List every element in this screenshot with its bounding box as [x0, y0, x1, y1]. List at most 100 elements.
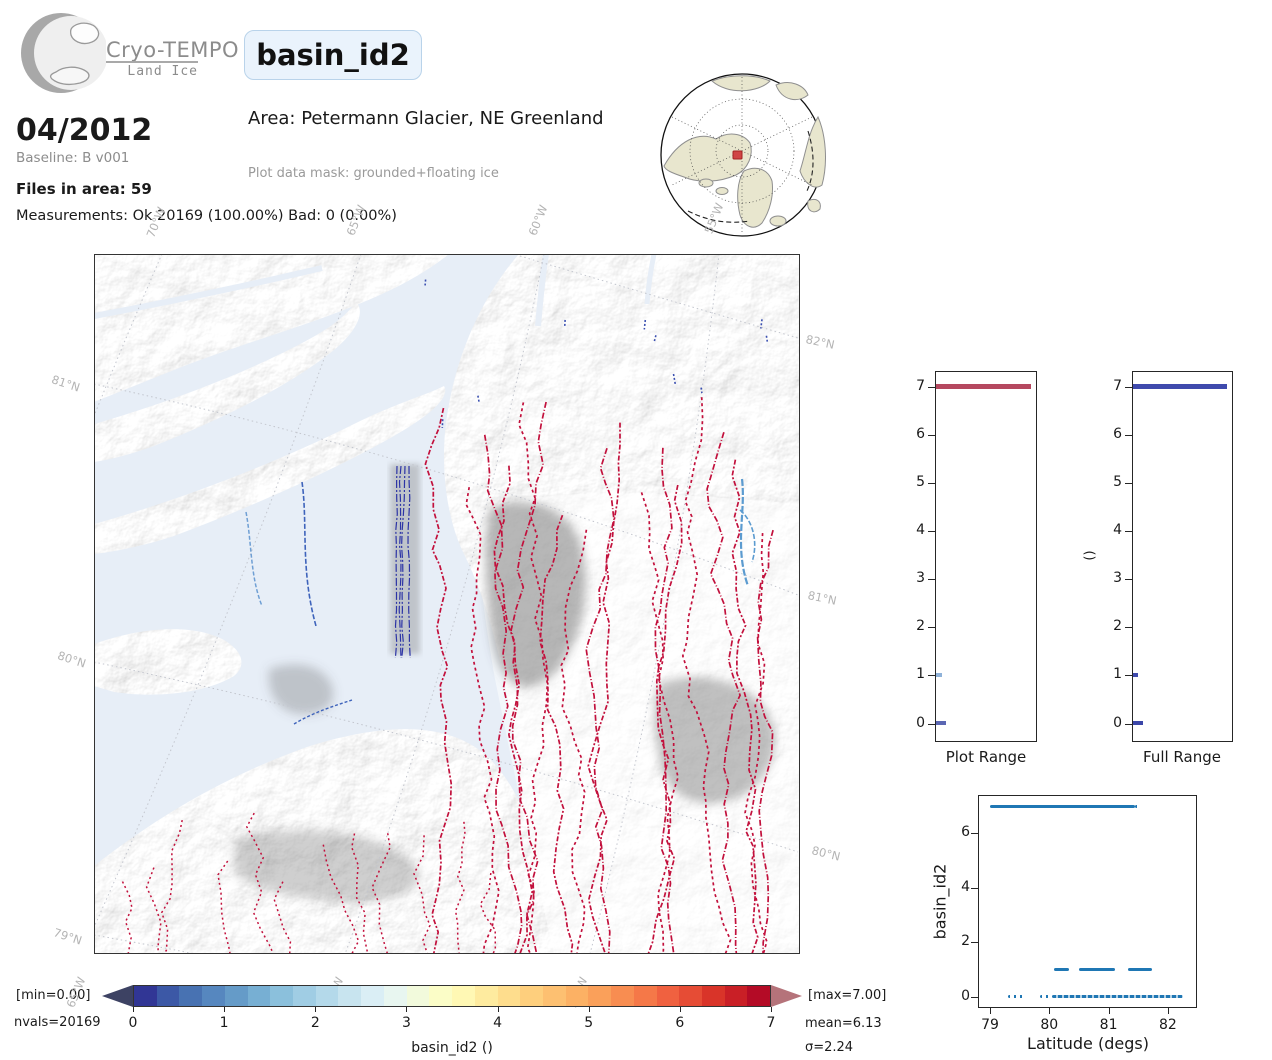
- latitude-scatter-axes: [978, 795, 1197, 1008]
- lat-label-right: 82°N: [804, 332, 836, 352]
- scatter-xlabel: Latitude (degs): [1027, 1034, 1149, 1053]
- hist-bar-y7: [936, 384, 1031, 390]
- red-track: [121, 881, 133, 954]
- blue-speck: [424, 279, 427, 286]
- scatter-xtick-label: 79: [981, 1017, 999, 1033]
- blue-speck: [760, 319, 763, 329]
- blue-track: [245, 511, 263, 607]
- colorbar-cell: [202, 986, 225, 1006]
- colorbar-cell: [588, 986, 612, 1006]
- red-track: [640, 492, 679, 954]
- blue-track: [739, 509, 756, 563]
- variable-name-badge: basin_id2: [244, 30, 422, 80]
- hist-ytick-mark: [928, 675, 935, 677]
- scatter-xtick-label: 82: [1158, 1017, 1177, 1033]
- colorbar-cell: [338, 986, 362, 1006]
- colorbar-tick-mark: [406, 1007, 408, 1012]
- blue-speck: [477, 395, 480, 403]
- scatter-series-y1: [1078, 967, 1115, 971]
- red-track: [483, 434, 523, 954]
- scatter-ytick-label: 6: [961, 824, 970, 841]
- hist-ytick-label: 1: [916, 666, 925, 683]
- plot-range-title: Plot Range: [945, 748, 1027, 766]
- colorbar-cell: [656, 986, 680, 1006]
- area-label: Area: Petermann Glacier, NE Greenland: [248, 108, 604, 129]
- red-track: [413, 835, 431, 954]
- red-track: [647, 484, 683, 954]
- scatter-series-y7: [990, 804, 1136, 808]
- area-marker-icon: [732, 150, 743, 160]
- blue-track: [301, 481, 317, 627]
- colorbar-tick-label: 4: [493, 1015, 503, 1031]
- scatter-xtick-label: 80: [1040, 1017, 1059, 1033]
- scatter-series-y7: [1135, 804, 1142, 808]
- colorbar-cell: [406, 986, 430, 1006]
- lon-label-top: 60°W: [525, 202, 551, 238]
- colorbar-cell: [633, 986, 657, 1006]
- scatter-ytick-mark: [971, 942, 978, 944]
- hist-bar-y0: [936, 721, 946, 725]
- colorbar-tick-label: 7: [766, 1015, 776, 1031]
- hist-ytick-mark: [928, 434, 935, 436]
- hist-ytick-label: 2: [1113, 618, 1122, 635]
- hist-ytick-mark: [928, 386, 935, 388]
- hist-bar-y1: [1133, 672, 1139, 677]
- hist-bar-y0: [1133, 721, 1143, 725]
- blue-speck: [672, 373, 677, 385]
- colorbar-tick-mark: [771, 1007, 772, 1012]
- blue-track: [739, 478, 750, 587]
- map-graticule: [94, 254, 799, 954]
- colorbar-cell: [452, 986, 475, 1006]
- hist-bar-y1: [936, 672, 942, 677]
- files-in-area-label: Files in area: 59: [16, 180, 152, 198]
- colorbar-cell: [270, 986, 294, 1006]
- colorbar-cell: [134, 986, 157, 1006]
- colorbar-tick-mark: [679, 1007, 681, 1012]
- full-range-ylabel: (): [1082, 550, 1098, 561]
- red-track: [273, 881, 292, 954]
- hist-ytick-mark: [928, 579, 935, 581]
- red-track: [424, 407, 453, 954]
- hist-ytick-mark: [1125, 386, 1132, 388]
- colorbar-min-label: [min=0.00]: [16, 988, 91, 1003]
- hist-ytick-label: 0: [1113, 714, 1122, 731]
- mean-label: mean=6.13: [805, 1016, 882, 1031]
- scatter-ytick-mark: [971, 887, 978, 889]
- hist-ytick-mark: [928, 483, 935, 484]
- red-track: [744, 533, 768, 954]
- red-track: [560, 529, 588, 954]
- colorbar-max-label: [max=7.00]: [808, 988, 887, 1003]
- baseline-label: Baseline: B v001: [16, 150, 130, 166]
- hist-ytick-mark: [1125, 483, 1132, 484]
- hist-ytick-mark: [1125, 675, 1132, 677]
- hist-ytick-label: 1: [1113, 666, 1122, 683]
- colorbar-cell: [679, 986, 702, 1006]
- colorbar-tick-mark: [588, 1007, 590, 1012]
- scatter-xtick-label: 81: [1099, 1017, 1118, 1033]
- scatter-series-y0: [1052, 995, 1183, 999]
- scatter-series-y0: [1040, 995, 1053, 999]
- red-track: [518, 402, 549, 954]
- colorbar-cell: [701, 986, 725, 1006]
- blue-track: [293, 699, 353, 725]
- red-track: [351, 833, 369, 953]
- lat-label-left: 81°N: [49, 372, 82, 395]
- colorbar: [133, 985, 771, 1007]
- red-track: [539, 514, 574, 954]
- hist-ytick-label: 6: [916, 425, 925, 442]
- red-track: [493, 465, 534, 954]
- full-range-axes: [1132, 371, 1233, 742]
- date-label: 04/2012: [16, 113, 153, 148]
- colorbar-cell: [224, 986, 248, 1006]
- red-track: [585, 447, 615, 954]
- red-track: [731, 459, 759, 954]
- colorbar-cell: [611, 986, 634, 1006]
- measurements-label: Measurements: Ok 20169 (100.00%) Bad: 0 …: [16, 208, 397, 224]
- hist-ytick-label: 5: [916, 474, 925, 490]
- lat-label-right: 81°N: [806, 588, 838, 608]
- logo-divider: [106, 61, 198, 63]
- colorbar-tick-label: 1: [219, 1015, 229, 1031]
- hist-ytick-mark: [1125, 434, 1132, 436]
- colorbar-tick-label: 3: [401, 1015, 411, 1031]
- hist-ytick-label: 6: [1113, 425, 1122, 442]
